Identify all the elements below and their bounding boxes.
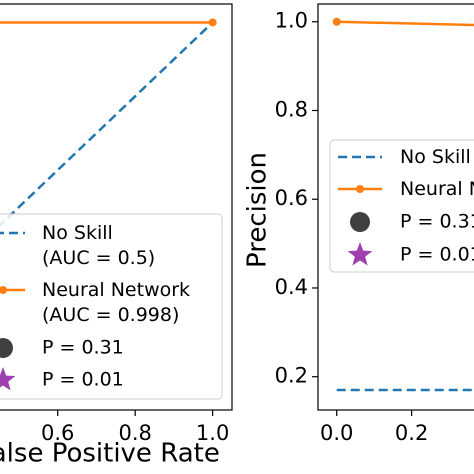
legend-handle-circle: [350, 212, 370, 232]
y-tick-label: 0.8: [275, 97, 308, 121]
series-point: [332, 17, 341, 26]
legend-label: P = 0.01: [400, 244, 474, 266]
legend-handle-marker: [356, 185, 364, 193]
y-tick-label: 0.4: [275, 275, 308, 299]
legend-label: P = 0.31: [42, 337, 124, 359]
legend-label: P = 0.31: [400, 211, 474, 233]
x-axis-label: False Positive Rate: [0, 439, 220, 469]
y-tick-label: 1.0: [275, 9, 308, 33]
series-line: [0, 21, 214, 227]
x-tick-label: 1.0: [196, 421, 229, 445]
x-tick-label: 0.8: [118, 421, 151, 445]
legend-label: No Skill (AUC = 0.5): [42, 222, 155, 269]
plot-area: [332, 17, 474, 392]
legend-box: [0, 213, 223, 400]
series-line: [0, 21, 213, 24]
y-axis-label: Precision: [243, 152, 273, 268]
legend-handle-star: [347, 242, 373, 266]
legend-handle-marker: [0, 286, 7, 294]
legend-label: Neural Network: [400, 178, 474, 200]
y-tick-label: 0.2: [275, 364, 308, 388]
y-tick-label: 0.6: [275, 186, 308, 210]
x-tick-label: 0.6: [41, 421, 74, 445]
legend-label: Neural Network (AUC = 0.998): [42, 279, 190, 326]
axes-frame: [317, 3, 474, 411]
legend-label: No Skill: [400, 146, 471, 168]
legend-label: P = 0.01: [42, 369, 124, 391]
x-tick-label: 0.0: [320, 421, 353, 445]
x-tick-label: 0.2: [395, 421, 428, 445]
series-line: [336, 20, 474, 27]
legend-handle-circle: [0, 338, 13, 358]
series-point: [208, 18, 217, 27]
plot-area: [0, 18, 217, 227]
legend-handle-star: [0, 367, 16, 391]
legend-box: [329, 139, 474, 273]
axes-frame: [0, 3, 233, 411]
